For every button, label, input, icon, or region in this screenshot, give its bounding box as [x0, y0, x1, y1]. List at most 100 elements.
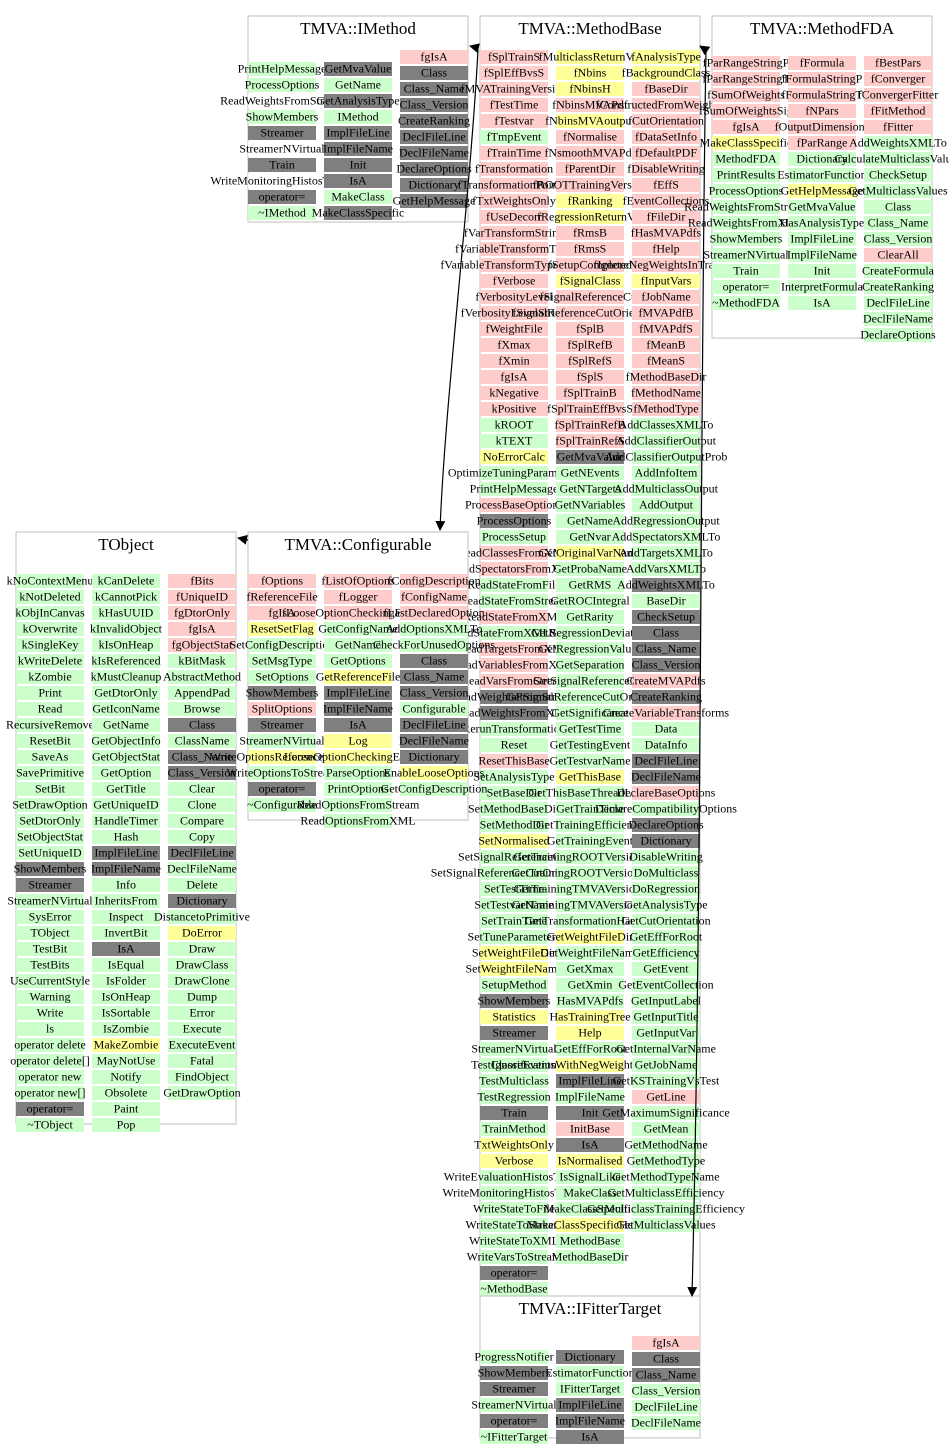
member-cell — [400, 114, 468, 128]
member-cell — [168, 798, 236, 812]
member-label: Class_Name — [636, 1367, 697, 1381]
member-label: GetProbaName — [553, 561, 627, 575]
member-cell — [92, 1118, 160, 1132]
member-label: ~Configurable — [247, 797, 317, 811]
member-label: fgIsA — [188, 621, 216, 635]
member-label: WriteStateToStream — [465, 1217, 563, 1231]
member-label: ReadStateFromXML — [463, 609, 564, 623]
member-label: GetOriginalVarName — [539, 545, 642, 559]
member-label: IsFolder — [106, 973, 146, 987]
member-cell — [168, 990, 236, 1004]
member-label: MayNotUse — [97, 1053, 156, 1067]
member-cell — [480, 354, 548, 368]
member-label: fMeanB — [646, 337, 685, 351]
member-cell — [480, 1234, 548, 1248]
member-cell — [92, 1006, 160, 1020]
member-label: StreamerNVirtual — [471, 1397, 557, 1411]
member-label: GetTrainingEfficiency — [536, 817, 644, 831]
member-label: ImplFileLine — [790, 231, 853, 245]
member-cell — [324, 78, 392, 92]
member-cell — [556, 146, 624, 160]
member-label: fBackgroundClass — [622, 65, 711, 79]
member-label: GetConfigName — [318, 621, 397, 635]
member-label: Obsolete — [105, 1085, 148, 1099]
member-cell — [556, 882, 624, 896]
member-cell — [480, 722, 548, 736]
member-label: IsZombie — [103, 1021, 149, 1035]
member-label: GetEffForRoot — [554, 1041, 627, 1055]
member-cell — [632, 450, 700, 464]
member-cell — [92, 766, 160, 780]
member-label: IsEqual — [108, 957, 145, 971]
member-label: fFileDir — [647, 209, 686, 223]
member-cell — [632, 562, 700, 576]
member-label: fIgnoreNegWeightsInTraining — [593, 257, 738, 271]
member-cell — [324, 110, 392, 124]
member-label: TestBit — [33, 941, 68, 955]
member-cell — [92, 638, 160, 652]
member-cell — [480, 1218, 548, 1232]
member-label: fXmax — [497, 337, 530, 351]
member-label: SetTuneParameters — [468, 929, 561, 943]
member-label: GetMethodName — [624, 1137, 707, 1151]
member-cell — [632, 210, 700, 224]
member-label: fConverger — [871, 71, 925, 85]
member-label: fFormula — [800, 55, 845, 69]
member-label: RerunTransformation — [462, 721, 566, 735]
member-cell — [480, 450, 548, 464]
boxes: TMVA::IMethodPrintHelpMessageProcessOpti… — [6, 15, 949, 1444]
member-label: GetTestvarName — [549, 753, 630, 767]
member-cell — [864, 296, 932, 310]
member-label: kObjInCanvas — [15, 605, 85, 619]
member-cell — [480, 962, 548, 976]
member-cell — [324, 798, 392, 812]
member-label: fTxtWeightsOnly — [472, 193, 556, 207]
member-cell — [92, 1086, 160, 1100]
member-cell — [556, 354, 624, 368]
member-label: GetTrainingTMVAVersionString — [512, 897, 668, 911]
member-label: GetMulticlassEfficiency — [607, 1185, 724, 1199]
member-label: operator= — [259, 781, 306, 795]
member-cell — [480, 1154, 548, 1168]
member-label: HasMVAPdfs — [557, 993, 624, 1007]
member-label: Train — [269, 157, 295, 171]
member-cell — [632, 898, 700, 912]
member-cell — [556, 162, 624, 176]
member-label: ResetSetFlag — [250, 621, 313, 635]
member-cell — [480, 674, 548, 688]
member-label: GetTestingEvent — [550, 737, 631, 751]
member-cell — [92, 814, 160, 828]
member-cell — [480, 194, 548, 208]
member-cell — [632, 930, 700, 944]
member-cell — [400, 178, 468, 192]
member-cell — [168, 1006, 236, 1020]
member-label: GetThisBase — [559, 769, 621, 783]
member-label: operator= — [723, 279, 770, 293]
member-label: fOptions — [261, 573, 303, 587]
member-label: fLastDeclaredOption — [383, 605, 484, 619]
member-cell — [556, 786, 624, 800]
member-label: Class_Version — [864, 231, 933, 245]
member-label: Class_Version — [168, 765, 237, 779]
member-label: fgIsA — [420, 49, 448, 63]
member-cell — [556, 194, 624, 208]
member-cell — [92, 846, 160, 860]
member-cell — [480, 146, 548, 160]
member-label: fAnalysisType — [631, 49, 701, 63]
member-cell — [712, 184, 780, 198]
member-label: ResetBit — [29, 733, 71, 747]
member-label: PrintHelpMessage — [470, 481, 559, 495]
member-cell — [556, 482, 624, 496]
member-cell — [556, 626, 624, 640]
member-label: kIsOnHeap — [99, 637, 154, 651]
member-cell — [632, 850, 700, 864]
member-cell — [712, 56, 780, 70]
member-label: operator delete[] — [10, 1053, 90, 1067]
member-cell — [556, 1122, 624, 1136]
member-label: operator delete — [14, 1037, 86, 1051]
member-cell — [556, 1186, 624, 1200]
member-cell — [16, 670, 84, 684]
member-cell — [556, 114, 624, 128]
member-cell — [788, 152, 856, 166]
